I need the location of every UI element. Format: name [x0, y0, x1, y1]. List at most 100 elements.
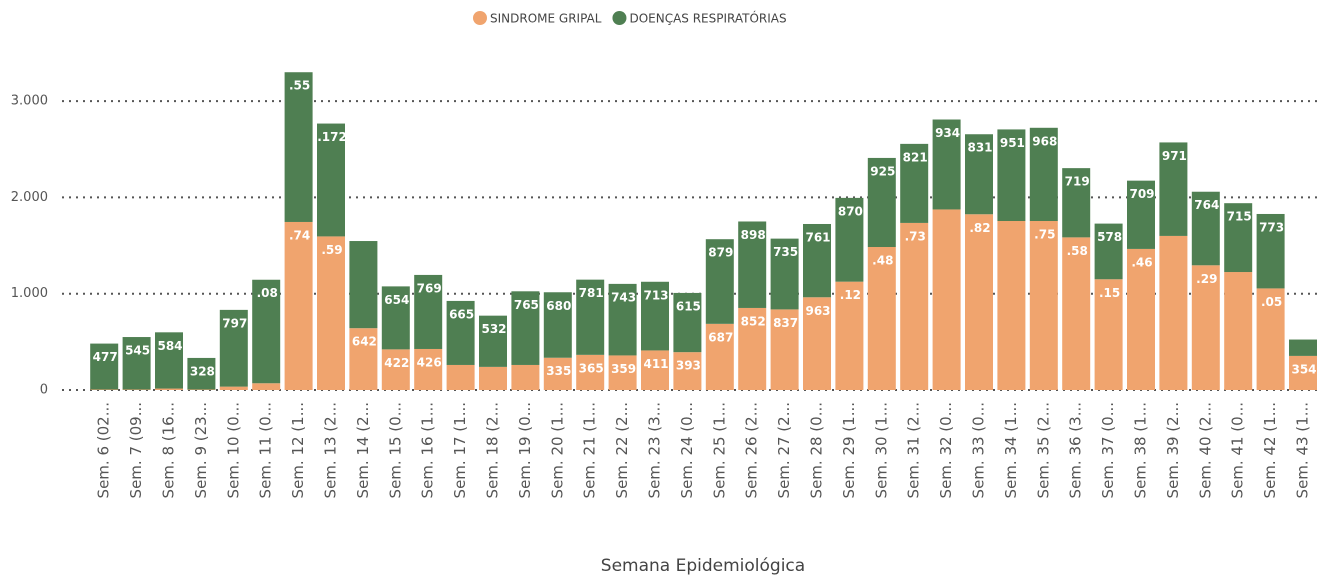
value-label: .46: [1131, 255, 1152, 269]
bar-segment: [965, 134, 993, 215]
bar-segment: [479, 315, 507, 367]
x-tick-label: Sem. 37 (0...: [1099, 402, 1117, 498]
y-tick-label: 2.000: [11, 190, 48, 205]
x-tick-label: Sem. 24 (0...: [678, 402, 696, 498]
bar-segment: [608, 283, 637, 356]
bar-segment: [1256, 288, 1285, 390]
x-tick-label: Sem. 36 (3...: [1067, 402, 1085, 498]
x-tick-label: Sem. 41 (0...: [1229, 402, 1247, 498]
value-label: .59: [321, 243, 342, 257]
bar-segment: [155, 388, 183, 390]
x-tick-label: Sem. 40 (2...: [1196, 402, 1214, 498]
x-tick-label: Sem. 25 (1...: [710, 402, 728, 498]
value-label: 335: [546, 364, 571, 378]
value-label: .12: [840, 288, 861, 302]
x-tick-label: Sem. 10 (0...: [224, 402, 242, 498]
bar-segment: [1127, 248, 1155, 390]
bar-segment: [1029, 221, 1058, 390]
value-label: 761: [805, 230, 830, 244]
bar-segment: [381, 349, 410, 390]
bar-segment: [1127, 180, 1155, 249]
bar-segment: [835, 197, 864, 282]
value-label: 532: [481, 322, 506, 336]
value-label: .08: [257, 286, 278, 300]
bar-segment: [317, 123, 345, 237]
value-label: 735: [773, 245, 798, 259]
value-label: .29: [1196, 272, 1217, 286]
x-tick-label: Sem. 39 (2...: [1164, 402, 1182, 498]
value-label: 680: [546, 299, 571, 313]
bar-segment: [1094, 279, 1123, 390]
bar-segment: [673, 292, 702, 353]
bar-segment: [1191, 191, 1220, 266]
x-tick-label: Sem. 12 (1...: [289, 402, 307, 498]
x-tick-label: Sem. 17 (1...: [451, 402, 469, 498]
bar-segment: [770, 309, 799, 390]
bar-segment: [219, 309, 248, 387]
legend-label: DOENÇAS RESPIRATÓRIAS: [629, 11, 786, 26]
value-label: 709: [1129, 187, 1154, 201]
bar-segment: [770, 238, 799, 310]
y-tick-label: 3.000: [11, 94, 48, 109]
bar-segment: [187, 357, 216, 390]
x-tick-label: Sem. 14 (2...: [354, 402, 372, 498]
bar-segment: [349, 328, 378, 390]
bar-segment: [1224, 272, 1253, 390]
value-label: 764: [1194, 198, 1219, 212]
x-tick-label: Sem. 13 (2...: [322, 402, 340, 498]
bar-segment: [576, 354, 605, 390]
value-label: 477: [93, 350, 118, 364]
value-label: 713: [643, 288, 668, 302]
bar-segment: [1159, 235, 1188, 390]
value-label: 852: [741, 314, 766, 328]
bar-segment: [90, 343, 119, 390]
value-label: 879: [708, 246, 733, 260]
value-label: 426: [417, 355, 442, 369]
bar-segment: [997, 221, 1026, 390]
value-label: .15: [1099, 286, 1120, 300]
x-tick-label: Sem. 15 (0...: [386, 402, 404, 498]
x-tick-label: Sem. 8 (16...: [160, 402, 178, 498]
bar-segment: [932, 209, 961, 390]
bar-segment: [252, 279, 281, 384]
bar-segment: [543, 357, 572, 390]
bar-segment: [932, 119, 961, 210]
value-label: 687: [708, 330, 733, 344]
value-label: 393: [676, 359, 701, 373]
value-label: 781: [579, 286, 604, 300]
bar-segment: [543, 292, 572, 358]
bar-segment: [414, 274, 443, 349]
bar-segment: [511, 291, 540, 365]
bar-segment: [219, 386, 248, 390]
value-label: .48: [872, 254, 893, 268]
value-label: 719: [1065, 175, 1090, 189]
value-label: 578: [1097, 230, 1122, 244]
legend-marker: [473, 11, 487, 25]
x-tick-label: Sem. 26 (2...: [743, 402, 761, 498]
x-tick-label: Sem. 22 (2...: [613, 402, 631, 498]
legend-label: SINDROME GRIPAL: [490, 12, 602, 26]
value-label: 925: [870, 164, 895, 178]
value-label: 328: [190, 364, 215, 378]
x-axis-title: Semana Epidemiológica: [601, 556, 805, 576]
value-label: 354: [1291, 362, 1316, 376]
x-tick-label: Sem. 35 (2...: [1034, 402, 1052, 498]
x-tick-label: Sem. 18 (2...: [484, 402, 502, 498]
bar-segment: [803, 297, 831, 390]
x-tick-label: Sem. 42 (1...: [1261, 402, 1279, 498]
value-label: .75: [1034, 228, 1055, 242]
value-label: 831: [967, 141, 992, 155]
value-label: .05: [1261, 295, 1282, 309]
value-label: 971: [1162, 149, 1187, 163]
value-label: 545: [125, 344, 150, 358]
bar-segment: [446, 364, 475, 390]
bar-segment: [122, 337, 151, 390]
bar-segment: [900, 222, 929, 390]
value-label: 773: [1259, 220, 1284, 234]
bar-segment: [900, 143, 929, 223]
value-label: 870: [838, 204, 863, 218]
value-label: 963: [805, 304, 830, 318]
x-tick-label: Sem. 29 (1...: [840, 402, 858, 498]
value-label: .58: [1067, 244, 1088, 258]
